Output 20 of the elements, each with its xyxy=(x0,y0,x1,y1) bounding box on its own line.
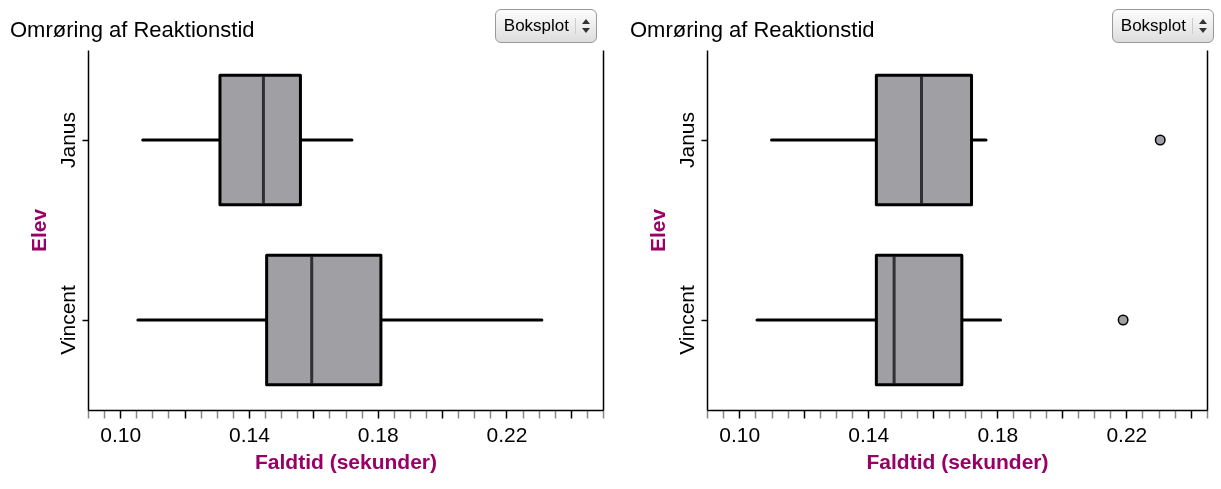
x-tick-label: 0.22 xyxy=(486,422,528,446)
chart-title: Omrøring af Reaktionstid xyxy=(10,17,255,42)
y-tick-label: Janus xyxy=(674,111,698,169)
x-axis-title: Faldtid (sekunder) xyxy=(866,449,1049,473)
y-axis-title: Elev xyxy=(26,208,50,253)
x-tick-label: 0.10 xyxy=(719,422,761,446)
x-tick-label: 0.18 xyxy=(357,422,399,446)
y-tick-label: Vincent xyxy=(674,285,698,355)
x-tick-label: 0.18 xyxy=(977,422,1019,446)
dropdown-control: Boksplot xyxy=(1111,9,1214,43)
y-axis-title: Elev xyxy=(645,208,669,253)
chart-title: Omrøring af Reaktionstid xyxy=(630,17,875,42)
x-tick-label: 0.14 xyxy=(848,422,890,446)
y-tick-label: Janus xyxy=(55,111,79,169)
x-tick-label: 0.14 xyxy=(229,422,271,446)
x-tick-label: 0.10 xyxy=(100,422,142,446)
y-tick-label: Vincent xyxy=(55,285,79,355)
dropdown-control: Boksplot xyxy=(494,9,597,43)
x-tick-label: 0.22 xyxy=(1106,422,1148,446)
x-axis-title: Faldtid (sekunder) xyxy=(254,449,438,473)
